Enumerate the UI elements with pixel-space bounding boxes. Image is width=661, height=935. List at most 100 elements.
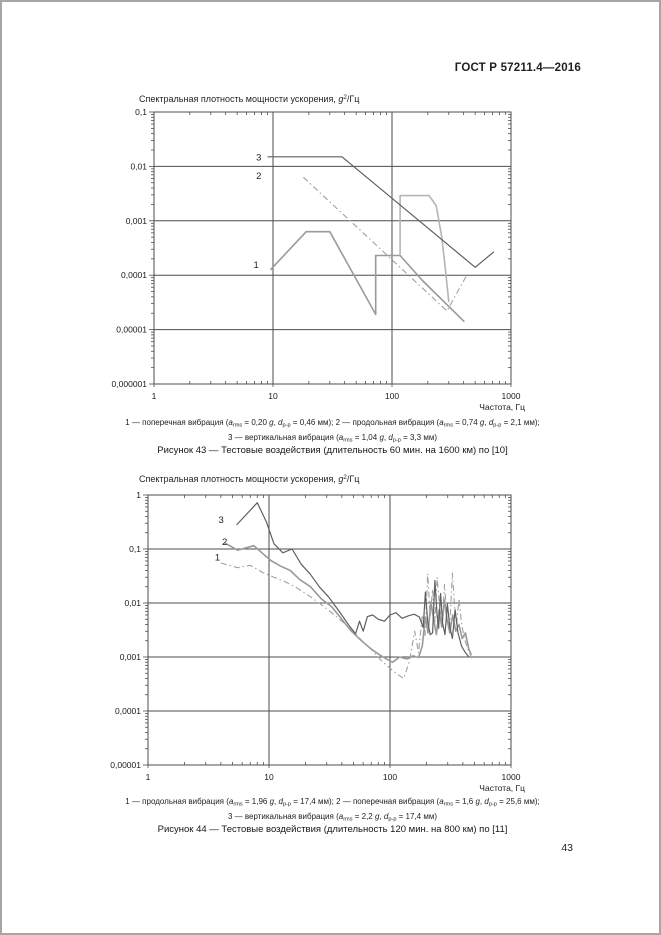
text-segment: = 0,46 мм); 2 — продольная вибрация (	[290, 418, 440, 427]
x-tick-label: 1	[146, 772, 151, 782]
text-segment: = 1,6	[453, 797, 476, 806]
text-segment: a	[228, 418, 233, 427]
y-tick-label: 1	[136, 490, 141, 500]
y-tick-label: 0,1	[129, 544, 141, 554]
text-segment: p-p	[282, 422, 291, 429]
plot-border	[153, 111, 512, 385]
text-segment: g	[269, 418, 274, 427]
figure44-caption: Рисунок 44 — Тестовые воздействия (длите…	[157, 824, 508, 835]
text-segment: rms	[233, 801, 243, 808]
plot-border	[147, 494, 512, 766]
series-1-label: 1	[215, 553, 220, 564]
series-1-label: 1	[254, 260, 259, 271]
text-segment: ,	[274, 797, 279, 806]
text-segment: 3 — вертикальная вибрация (	[227, 812, 339, 822]
figure43-legend-line1: 1 — поперечная вибрация (arms = 0,20 g, …	[2, 417, 659, 432]
series-2-label: 2	[256, 171, 261, 182]
text-segment: a	[439, 418, 444, 427]
text-segment: rms	[343, 816, 353, 823]
text-segment: 1 — продольная вибрация (	[125, 797, 229, 806]
text-segment: = 2,1 мм);	[501, 418, 540, 427]
figure44-legend: 1 — продольная вибрация (arms = 1,96 g, …	[2, 796, 659, 826]
text-segment: ,	[383, 433, 389, 443]
figure43-axis-title: Спектральная плотность мощности ускорени…	[139, 94, 359, 104]
text-segment: 3 — вертикальная вибрация (	[227, 433, 339, 443]
text-segment: p-p	[488, 801, 497, 808]
text-segment: = 17,4 мм); 2 — поперечная вибрация (	[291, 797, 440, 806]
text-segment: d	[488, 418, 494, 427]
x-tick-label: 100	[385, 391, 399, 401]
text-segment: ,	[479, 797, 485, 806]
text-segment: = 2,2	[352, 812, 375, 822]
text-segment: d	[388, 433, 393, 443]
text-segment: g	[269, 797, 275, 806]
text-segment: rms	[343, 437, 353, 444]
text-segment: d	[383, 812, 389, 822]
x-tick-label: 1	[152, 391, 157, 401]
text-segment: g	[379, 433, 384, 443]
text-segment: Спектральная плотность мощности ускорени…	[139, 94, 339, 105]
text-segment: = 0,74	[453, 418, 480, 427]
series-2-label: 2	[222, 537, 227, 548]
series-3-label: 3	[256, 153, 261, 164]
text-segment: a	[338, 433, 344, 443]
text-segment: a	[228, 797, 234, 806]
y-tick-label: 0,00001	[116, 325, 147, 335]
text-segment: = 0,20	[242, 418, 270, 427]
x-tick-label: 10	[268, 391, 278, 401]
figure44-chart: 1 10 100 1000 1 0,1 0,01 0,001 0,0001 0,00001 Част…	[110, 490, 525, 793]
y-tick-label: 0,0001	[115, 706, 141, 716]
y-tick-label: 0,01	[124, 598, 141, 608]
text-segment: d	[278, 418, 283, 427]
figure44-legend-line2: 3 — вертикальная вибрация (arms = 2,2 g,…	[2, 811, 659, 826]
text-segment: g	[475, 797, 480, 806]
text-segment: ,	[379, 812, 384, 822]
text-segment: p-p	[392, 437, 401, 444]
text-segment: 2	[343, 474, 347, 481]
page-number: 43	[561, 842, 573, 854]
y-tick-label: 0,1	[135, 107, 147, 117]
text-segment: g	[479, 418, 485, 427]
text-segment: = 1,96	[242, 797, 270, 806]
text-segment: g	[338, 474, 344, 485]
text-segment: = 3,3 мм)	[400, 433, 438, 443]
text-segment: ,	[484, 418, 489, 427]
text-segment: = 25,6 мм);	[496, 797, 540, 806]
x-axis-label: Частота, Гц	[479, 402, 525, 412]
figure43-caption: Рисунок 43 — Тестовые воздействия (длите…	[157, 445, 508, 456]
x-tick-label: 1000	[502, 391, 521, 401]
x-tick-label: 100	[383, 772, 397, 782]
x-tick-label: 10	[264, 772, 274, 782]
figure43-legend-line2: 3 — вертикальная вибрация (arms = 1,04 g…	[2, 432, 659, 447]
series-2-line	[224, 542, 473, 664]
text-segment: rms	[443, 422, 453, 429]
y-tick-label: 0,0001	[121, 270, 147, 280]
y-tick-label: 0,00001	[110, 760, 141, 770]
y-tick-label: 0,000001	[112, 379, 148, 389]
text-segment: d	[484, 797, 489, 806]
text-segment: rms	[232, 422, 243, 429]
standard-code-header: ГОСТ Р 57211.4—2016	[454, 62, 581, 74]
series-1-line	[269, 230, 465, 323]
x-axis-label: Частота, Гц	[479, 783, 525, 793]
series-3-label: 3	[219, 515, 224, 526]
text-segment: p-p	[493, 422, 502, 429]
text-segment: = 17,4 мм)	[396, 812, 438, 822]
x-tick-label: 1000	[502, 772, 521, 782]
y-tick-label: 0,01	[130, 161, 147, 171]
text-segment: g	[338, 94, 344, 105]
text-segment: g	[374, 812, 380, 822]
text-segment: p-p	[388, 816, 397, 823]
y-tick-label: 0,001	[120, 652, 142, 662]
text-segment: 2	[343, 94, 347, 101]
text-segment: /Гц	[346, 474, 360, 485]
text-segment: = 1,04	[352, 433, 380, 443]
y-tick-label: 0,001	[126, 216, 148, 226]
figure43-chart: 1 10 100 1000 0,1 0,01 0,001 0,0001 0,00001 0,000…	[112, 107, 526, 412]
text-segment: a	[338, 812, 344, 822]
figure44-axis-title: Спектральная плотность мощности ускорени…	[139, 474, 359, 484]
series-aux-line	[399, 194, 450, 303]
text-segment: rms	[443, 801, 453, 808]
